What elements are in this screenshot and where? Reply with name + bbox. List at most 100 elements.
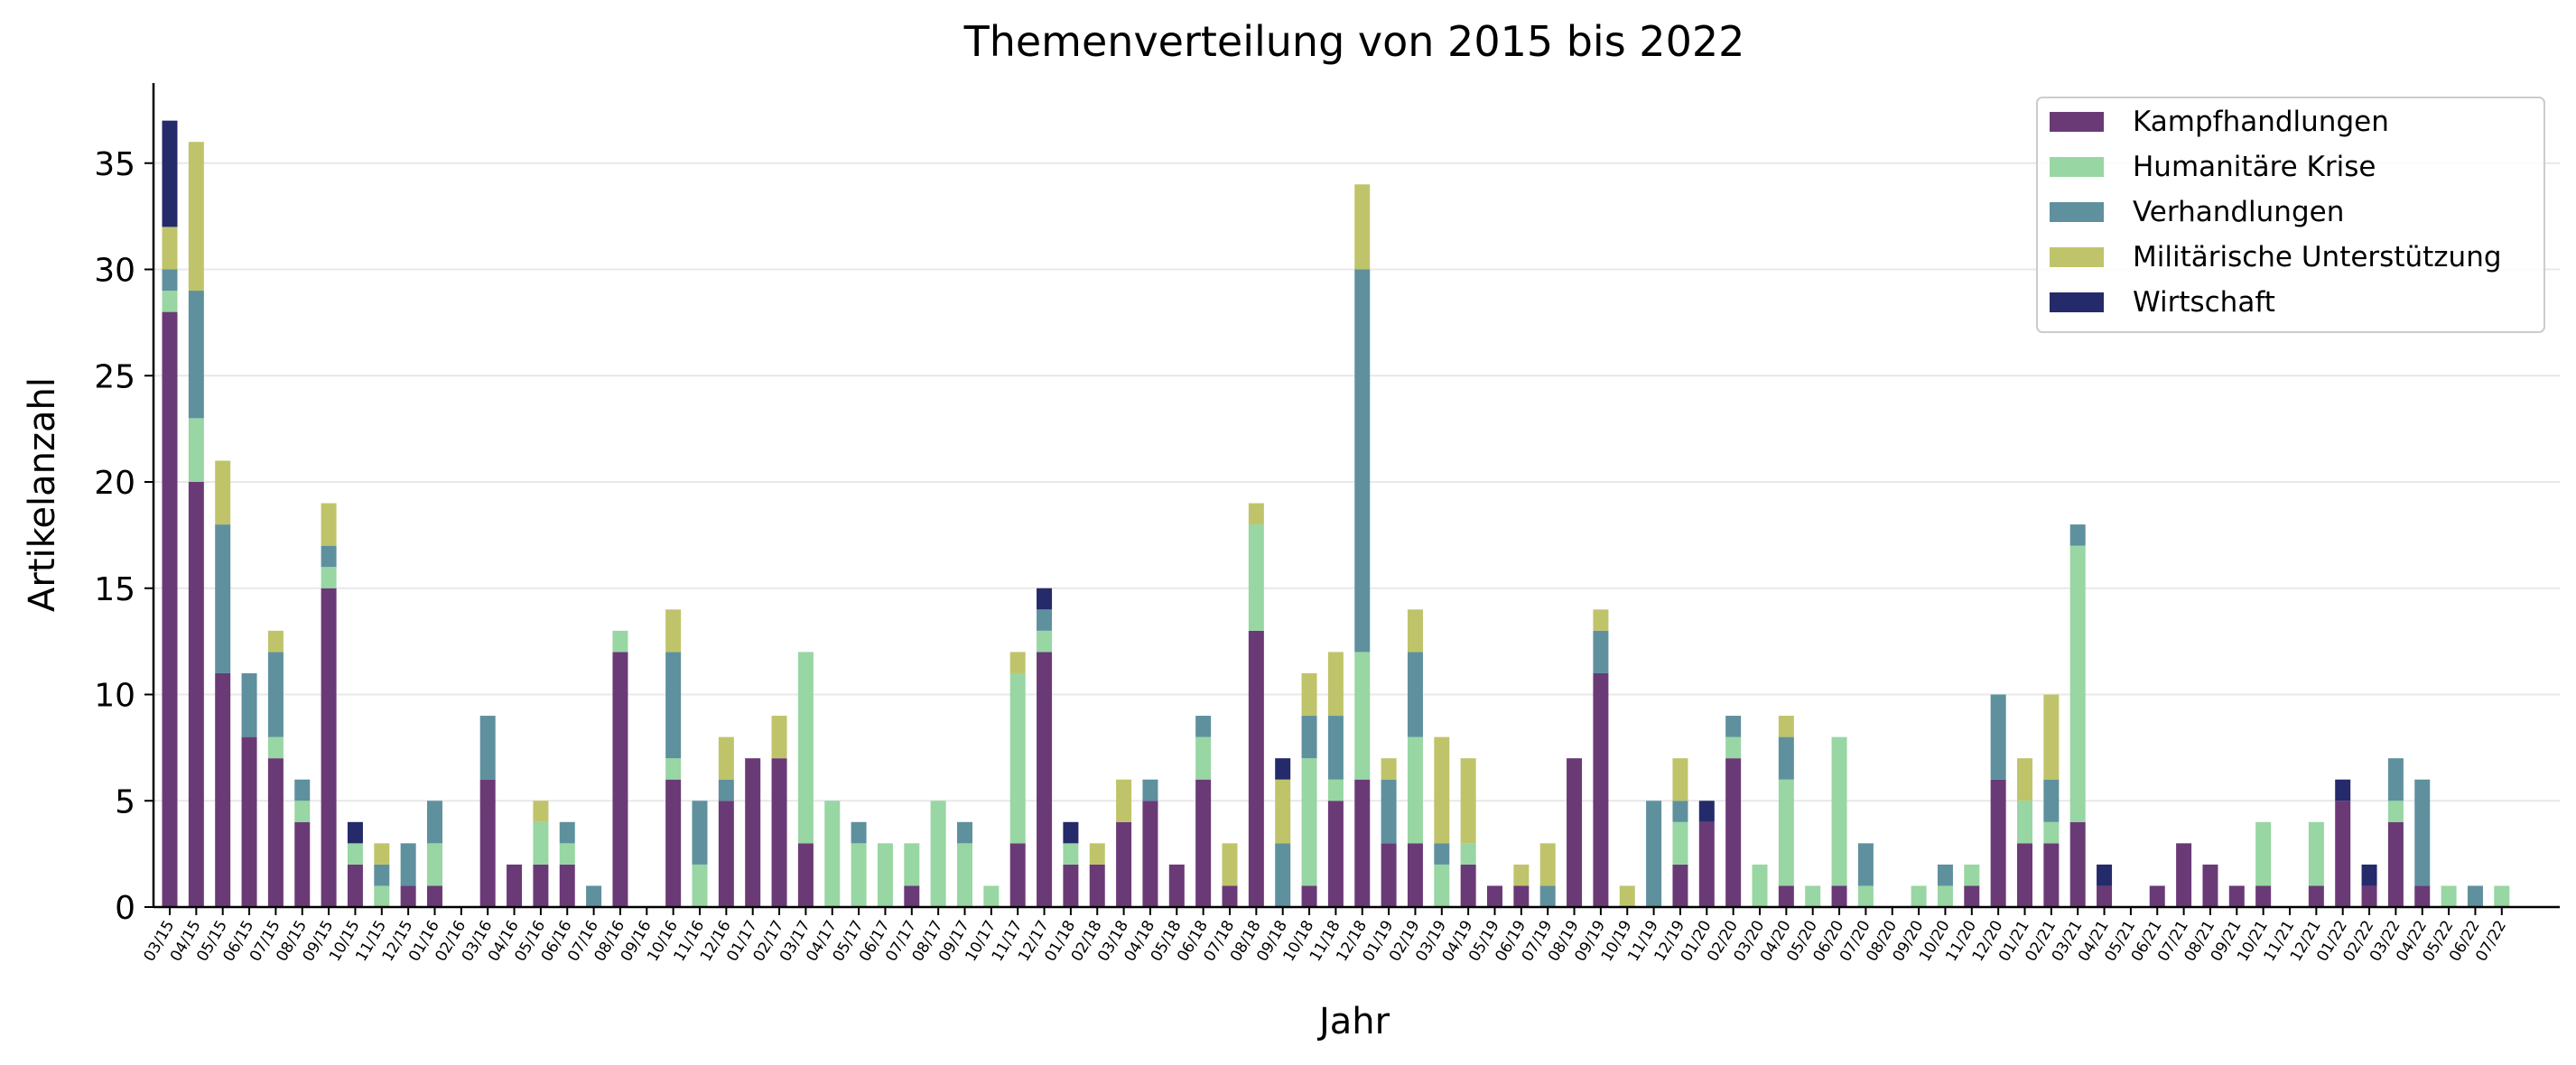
bar-segment [665, 609, 682, 653]
bar-segment [904, 885, 920, 907]
bar-segment [1778, 885, 1794, 907]
bar-segment [1089, 843, 1105, 865]
bar-segment [1381, 758, 1397, 780]
bar-segment [162, 227, 178, 270]
x-ticks: 03/1504/1505/1506/1507/1508/1509/1510/15… [141, 907, 2510, 965]
bar-segment [1301, 758, 1317, 886]
bar-segment [2441, 885, 2457, 907]
bar-segment [851, 843, 867, 907]
bar-segment [294, 801, 311, 822]
bar-segment [1354, 652, 1371, 780]
bar-segment [771, 758, 787, 907]
bar-segment [1275, 843, 1291, 907]
bar-segment [1831, 736, 1847, 886]
bar-segment [188, 418, 204, 482]
bar-segment [1195, 736, 1212, 780]
bar-segment [2069, 821, 2086, 907]
bar-segment [1354, 184, 1371, 270]
bar-segment [1116, 779, 1132, 822]
y-tick-label: 10 [94, 678, 135, 715]
bar-segment [2387, 801, 2404, 822]
bar-segment [321, 588, 337, 907]
bar-segment [374, 885, 390, 907]
bar-segment [1037, 609, 1053, 631]
legend-box [2036, 97, 2545, 333]
bar-segment [957, 821, 972, 844]
legend-swatch [2050, 247, 2104, 267]
bar-segment [162, 269, 178, 292]
bar-segment [1964, 885, 1980, 907]
bar-segment [400, 843, 416, 886]
bar-segment [1009, 843, 1026, 907]
bar-segment [1195, 779, 1212, 907]
bar-segment [294, 779, 311, 801]
bar-segment [533, 864, 549, 907]
bar-segment [1698, 821, 1715, 907]
bar-segment [1142, 801, 1158, 907]
legend-label: Humanitäre Krise [2133, 151, 2376, 183]
bar-segment [533, 801, 549, 822]
bar-segment [1672, 801, 1688, 822]
bar-segment [1805, 885, 1821, 907]
bar-segment [586, 885, 602, 907]
x-axis-label: Jahr [1316, 1001, 1390, 1042]
bar-segment [1857, 885, 1874, 907]
legend-swatch [2050, 202, 2104, 222]
bar-segment [1037, 630, 1053, 653]
bar-segment [321, 567, 337, 588]
bar-segment [665, 652, 682, 759]
bar-segment [162, 311, 178, 908]
bar-segment [1407, 736, 1423, 844]
bar-segment [718, 736, 734, 780]
bar-segment [427, 885, 442, 907]
bar-segment [2414, 885, 2431, 907]
bar-segment [1354, 269, 1371, 653]
y-tick-label: 30 [94, 253, 135, 290]
bar-segment [1487, 885, 1502, 907]
bar-segment [1407, 843, 1423, 907]
y-tick-label: 15 [94, 571, 135, 608]
bar-segment [2228, 885, 2245, 907]
bar-segment [1037, 588, 1053, 610]
bar-segment [612, 652, 628, 907]
bar-segment [2043, 779, 2060, 822]
bar-segment [797, 652, 814, 844]
bar-segment [559, 821, 575, 844]
bar-segment [2308, 821, 2324, 886]
bar-segment [2097, 864, 2113, 886]
bar-segment [1248, 503, 1264, 525]
bar-segment [2202, 864, 2218, 907]
bar-segment [1434, 864, 1450, 907]
bar-segment [479, 716, 496, 780]
bar-segment [2361, 864, 2377, 886]
bar-segment [1168, 864, 1185, 907]
bar-segment [347, 843, 363, 865]
bar-segment [2043, 843, 2060, 907]
y-ticks: 0 5 10 15 20 25 30 35 [94, 146, 153, 927]
bar-segment [1327, 779, 1344, 801]
bar-segment [1937, 864, 1953, 886]
bar-segment [1009, 652, 1026, 673]
bar-segment [745, 758, 761, 907]
bar-segment [1752, 864, 1768, 907]
bar-segment [2069, 545, 2086, 822]
y-tick-label: 25 [94, 358, 135, 395]
bar-segment [1222, 843, 1238, 886]
bar-segment [162, 120, 178, 227]
bar-segment [2494, 885, 2510, 907]
bar-segment [533, 821, 549, 865]
bar-segment [1778, 716, 1794, 737]
bar-segment [507, 864, 523, 907]
y-axis-label: Artikelanzahl [22, 377, 63, 612]
bar-segment [188, 142, 204, 292]
bar-segment [1460, 864, 1476, 907]
bar-segment [1381, 779, 1397, 844]
bar-segment [1327, 652, 1344, 717]
bar-segment [2176, 843, 2192, 907]
bar-segment [877, 843, 893, 907]
bar-segment [1063, 864, 1079, 907]
bar-segment [215, 460, 231, 525]
bar-segment [2017, 843, 2032, 907]
bar-segment [1407, 609, 1423, 653]
bar-segment [1407, 652, 1423, 737]
